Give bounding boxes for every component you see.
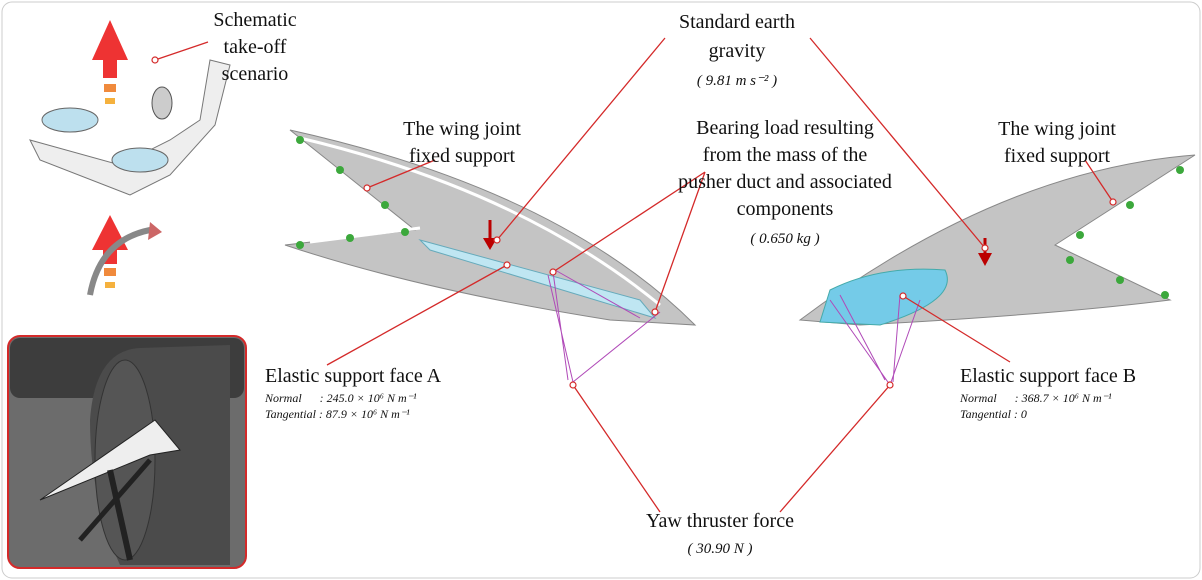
label: The wing joint [403, 118, 521, 140]
support-marker [381, 201, 389, 209]
leader-dot [887, 382, 893, 388]
support-marker [1161, 291, 1169, 299]
label-value: ( 30.90 N ) [688, 541, 753, 557]
support-marker [1066, 256, 1074, 264]
support-marker [296, 136, 304, 144]
arrow-body [103, 60, 117, 78]
label-value: ( 0.650 kg ) [750, 231, 819, 247]
leader-dot [570, 382, 576, 388]
label: Elastic support face B [960, 365, 1136, 387]
label-detail: Normal : 368.7 × 10⁶ N m⁻¹ [959, 391, 1112, 405]
label: Yaw thruster force [646, 510, 794, 532]
leader-dot [1110, 199, 1116, 205]
label: Elastic support face A [265, 365, 442, 387]
support-marker [336, 166, 344, 174]
support-marker [1116, 276, 1124, 284]
leader-dot [152, 57, 158, 63]
label-detail: Tangential : 87.9 × 10⁶ N m⁻¹ [265, 407, 410, 421]
support-marker [401, 228, 409, 236]
label: Standard earth [679, 11, 795, 33]
support-marker [346, 234, 354, 242]
label-value: ( 9.81 m s⁻² ) [697, 73, 777, 89]
support-marker [1126, 201, 1134, 209]
diagram: Schematic take-off scenario Standard ear… [0, 0, 1202, 580]
label: Schematic [213, 9, 296, 31]
body: Schematic take-off scenario Standard ear… [0, 0, 1202, 580]
support-marker [1176, 166, 1184, 174]
label-detail: Normal : 245.0 × 10⁶ N m⁻¹ [264, 391, 417, 405]
label: Bearing load resulting [696, 117, 874, 139]
arrow-dash [105, 282, 115, 288]
label: gravity [709, 40, 766, 62]
label: pusher duct and associated [678, 171, 892, 193]
leader-dot [900, 293, 906, 299]
leader-dot [504, 262, 510, 268]
leader-dot [652, 309, 658, 315]
label-detail: Tangential : 0 [960, 407, 1027, 421]
label: from the mass of the [703, 144, 868, 166]
rotor [112, 148, 168, 172]
label: take-off [224, 36, 287, 58]
label: fixed support [409, 145, 516, 167]
rotor [42, 108, 98, 132]
support-marker [1076, 231, 1084, 239]
arrow-dash [105, 98, 115, 104]
label: The wing joint [998, 118, 1116, 140]
label: fixed support [1004, 145, 1111, 167]
leader-dot [494, 237, 500, 243]
support-marker [296, 241, 304, 249]
label: components [737, 198, 834, 220]
label: scenario [222, 63, 289, 85]
pusher [152, 87, 172, 119]
leader-dot [550, 269, 556, 275]
page: {"schematic": {"lines": ["Schematic", "t… [0, 0, 1202, 580]
arrow-dash [104, 268, 116, 276]
photo-inset [8, 336, 246, 568]
leader-dot [982, 245, 988, 251]
leader-dot [364, 185, 370, 191]
arrow-dash [104, 84, 116, 92]
